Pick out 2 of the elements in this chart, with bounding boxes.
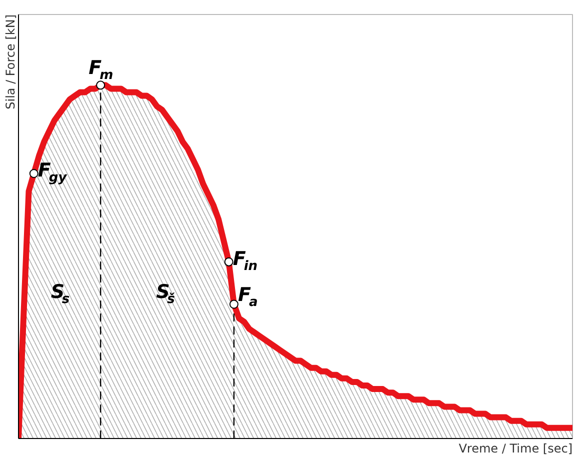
x-axis-title: Vreme / Time [sec] — [458, 442, 573, 456]
y-axis-title: Sila / Force [kN] — [4, 14, 18, 110]
